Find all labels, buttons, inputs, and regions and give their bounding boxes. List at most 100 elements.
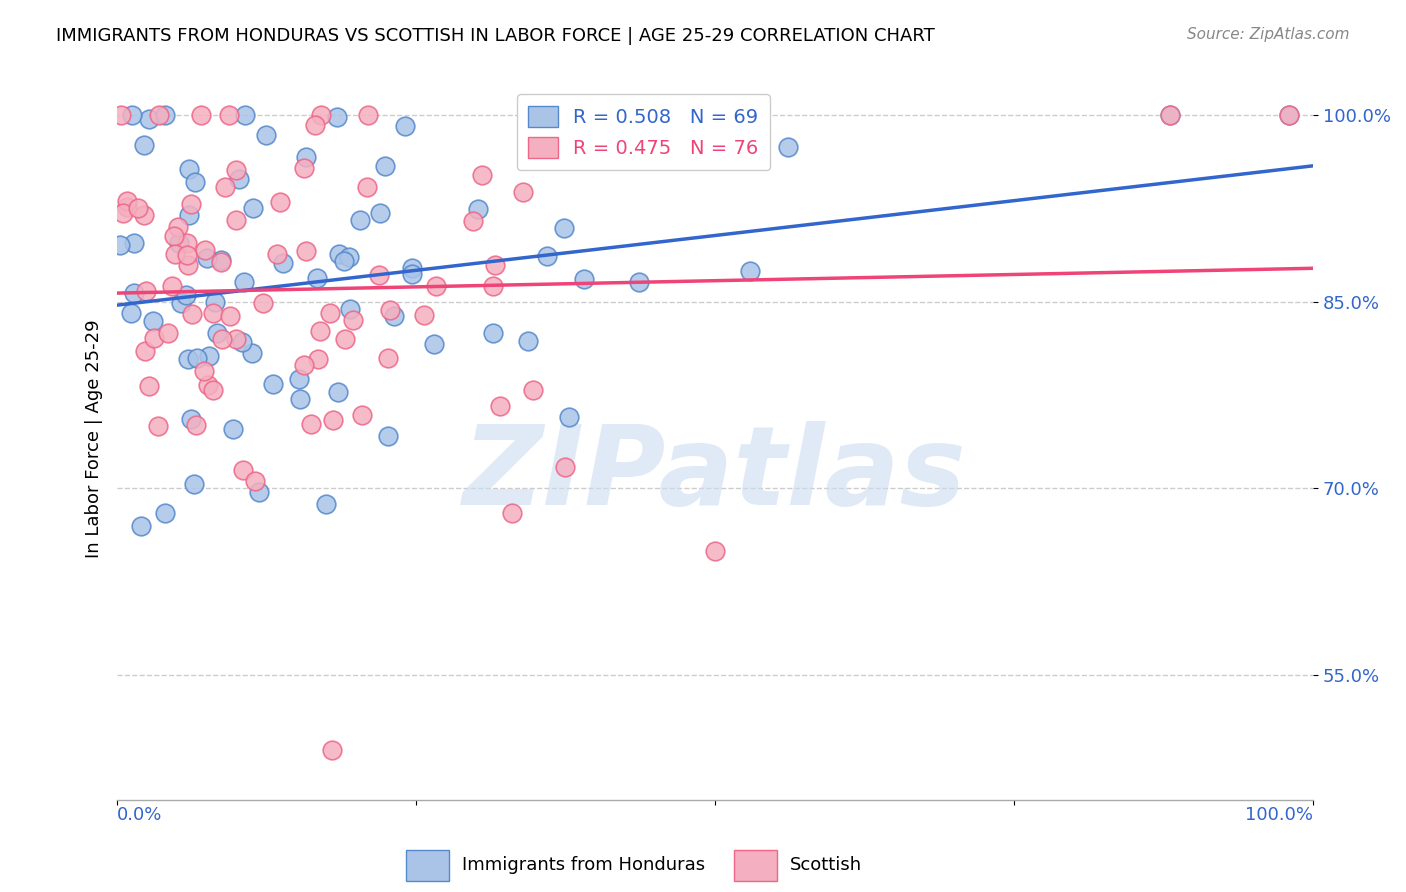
Point [467, 202, 489, 216]
Point [183, 477, 205, 491]
Point [176, 247, 198, 261]
Point [225, 332, 247, 346]
Point [262, 376, 284, 391]
Point [218, 309, 240, 323]
Point [177, 258, 200, 272]
Point [628, 276, 651, 290]
Point [124, 286, 146, 301]
Point [561, 135, 583, 149]
Point [132, 138, 155, 153]
Point [422, 337, 444, 351]
Point [292, 358, 315, 372]
Point [553, 221, 575, 235]
Point [326, 110, 349, 124]
Point [413, 309, 436, 323]
Point [377, 429, 399, 443]
Point [160, 279, 183, 293]
Point [163, 228, 186, 243]
Point [177, 162, 200, 177]
Point [138, 112, 160, 126]
Point [232, 463, 254, 477]
Point [180, 412, 202, 426]
Point [471, 169, 494, 183]
Point [295, 150, 318, 164]
Point [194, 243, 217, 257]
Point [127, 201, 149, 215]
Point [222, 422, 245, 436]
Point [235, 108, 257, 122]
Point [177, 208, 200, 222]
Point [288, 392, 311, 406]
Point [401, 261, 423, 276]
Point [169, 236, 191, 251]
Point [357, 108, 380, 122]
Point [218, 108, 240, 122]
Point [108, 238, 131, 252]
Point [225, 162, 247, 177]
Point [368, 205, 391, 219]
Text: 0.0%: 0.0% [117, 805, 163, 824]
Point [1278, 108, 1301, 122]
Point [394, 119, 416, 133]
Point [132, 208, 155, 222]
Point [170, 295, 193, 310]
Point [322, 413, 344, 427]
Point [378, 303, 401, 318]
Point [1159, 108, 1181, 122]
Text: IMMIGRANTS FROM HONDURAS VS SCOTTISH IN LABOR FORCE | AGE 25-29 CORRELATION CHAR: IMMIGRANTS FROM HONDURAS VS SCOTTISH IN … [56, 27, 935, 45]
Text: ZIPatlas: ZIPatlas [464, 421, 967, 528]
Point [176, 352, 198, 367]
Point [110, 108, 132, 122]
Point [135, 285, 157, 299]
Point [377, 351, 399, 366]
Point [484, 258, 506, 272]
Legend: R = 0.508   N = 69, R = 0.475   N = 76: R = 0.508 N = 69, R = 0.475 N = 76 [517, 95, 770, 169]
Point [425, 278, 447, 293]
Point [307, 271, 329, 285]
Point [401, 267, 423, 281]
Point [190, 108, 212, 122]
Y-axis label: In Labor Force | Age 25-29: In Labor Force | Age 25-29 [86, 319, 103, 558]
Point [321, 743, 343, 757]
Point [294, 244, 316, 258]
Point [778, 140, 800, 154]
Point [489, 399, 512, 413]
Point [209, 255, 232, 269]
Point [252, 296, 274, 310]
Point [138, 379, 160, 393]
Point [339, 301, 361, 316]
Point [352, 408, 374, 422]
Point [166, 220, 188, 235]
Point [315, 497, 337, 511]
Point [292, 161, 315, 175]
Point [204, 295, 226, 310]
Point [225, 213, 247, 227]
Bar [406, 849, 450, 881]
Point [287, 372, 309, 386]
Point [558, 409, 581, 424]
Point [231, 335, 253, 350]
Point [228, 172, 250, 186]
Point [163, 246, 186, 260]
Point [240, 346, 263, 360]
Point [148, 108, 170, 122]
Text: 100.0%: 100.0% [1246, 805, 1313, 824]
Point [181, 307, 204, 321]
Point [309, 108, 332, 122]
Point [197, 377, 219, 392]
Point [501, 506, 523, 520]
Point [482, 326, 505, 341]
Point [333, 253, 356, 268]
Point [269, 195, 291, 210]
Point [153, 506, 176, 520]
Point [142, 331, 165, 345]
Point [176, 236, 198, 251]
Point [184, 175, 207, 189]
Point [304, 118, 326, 132]
Point [122, 235, 145, 250]
Point [382, 310, 405, 324]
Point [704, 543, 727, 558]
Point [157, 326, 180, 340]
Point [328, 247, 350, 261]
Point [243, 474, 266, 488]
